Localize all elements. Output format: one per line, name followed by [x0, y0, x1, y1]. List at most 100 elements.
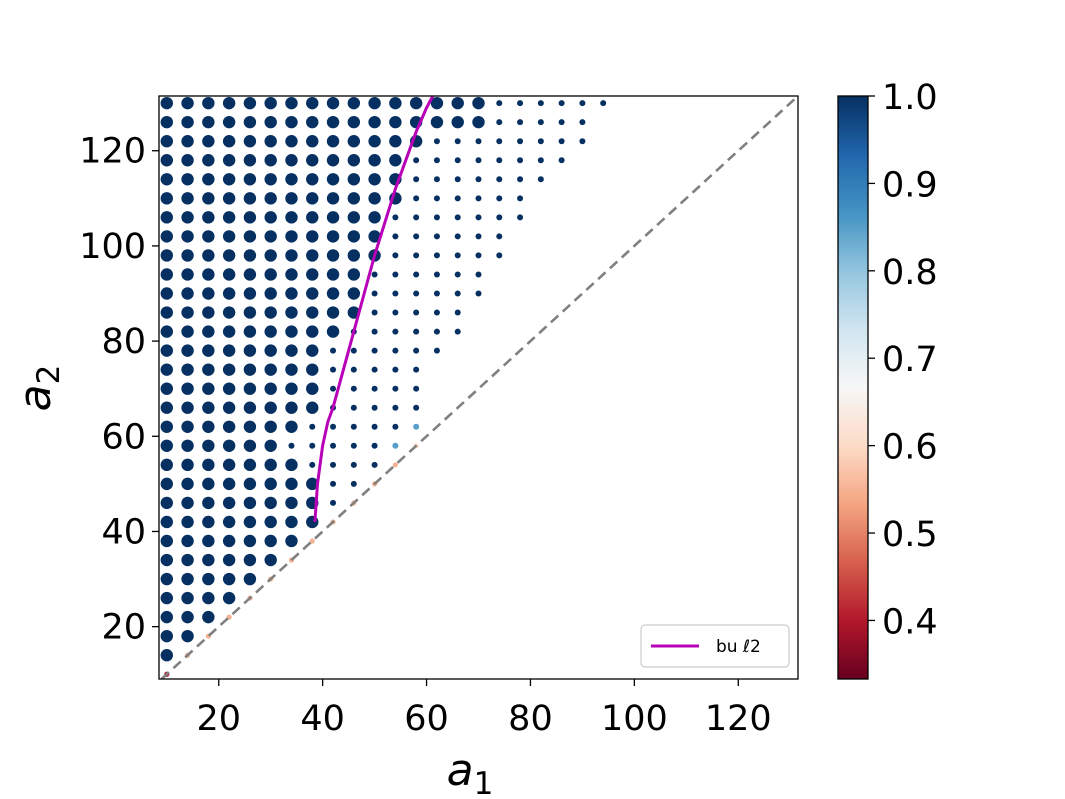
large-dot — [243, 268, 257, 281]
small-mark — [413, 290, 420, 297]
colorbar-tick-label: 0.6 — [882, 428, 938, 468]
large-dot — [202, 439, 215, 452]
small-mark — [517, 138, 524, 145]
large-dot — [285, 458, 298, 472]
y-axis: 20 40 60 80 100 120 — [79, 132, 159, 648]
large-dot — [264, 135, 277, 148]
large-dot — [243, 154, 257, 167]
small-mark — [496, 195, 503, 202]
small-mark — [475, 252, 482, 259]
large-dot — [285, 287, 298, 300]
large-dot — [389, 115, 402, 129]
small-mark — [496, 138, 503, 145]
large-dot — [181, 154, 194, 167]
large-dot — [243, 211, 257, 224]
large-dot — [202, 382, 215, 395]
large-dot — [389, 96, 402, 110]
large-dot — [243, 553, 257, 567]
small-mark — [433, 214, 440, 221]
large-dot — [326, 96, 340, 110]
large-dot — [347, 115, 361, 129]
large-dot — [306, 363, 319, 376]
small-mark — [433, 233, 440, 240]
large-dot — [326, 173, 340, 186]
large-dot — [202, 135, 215, 148]
large-dot — [181, 230, 194, 243]
small-mark — [579, 119, 586, 126]
large-dot — [285, 401, 298, 414]
large-dot — [264, 192, 277, 205]
large-dot — [243, 534, 257, 548]
large-dot — [181, 306, 194, 319]
large-dot — [243, 458, 257, 472]
large-dot — [306, 173, 319, 186]
small-mark — [433, 195, 440, 202]
small-mark — [558, 119, 565, 126]
large-dot — [306, 477, 319, 491]
large-dot — [264, 230, 277, 243]
small-mark — [537, 100, 544, 107]
small-mark — [558, 157, 565, 164]
large-dot — [264, 496, 277, 510]
large-dot — [181, 439, 194, 452]
small-mark — [309, 442, 316, 449]
large-dot — [202, 496, 215, 510]
small-mark — [392, 366, 399, 373]
large-dot — [160, 591, 173, 605]
small-mark — [496, 233, 503, 240]
large-dot — [222, 249, 236, 262]
large-dot — [243, 382, 257, 395]
large-dot — [181, 211, 194, 224]
large-dot — [243, 420, 257, 433]
small-mark — [413, 214, 420, 221]
small-mark — [579, 138, 586, 145]
small-mark — [496, 119, 503, 126]
large-dot — [243, 115, 257, 129]
large-dot — [326, 115, 340, 129]
large-dot — [368, 96, 381, 110]
large-dot — [243, 363, 257, 376]
large-dot — [181, 115, 194, 129]
small-mark — [371, 290, 378, 297]
large-dot — [264, 287, 277, 300]
large-dot — [181, 420, 194, 433]
small-mark — [413, 271, 420, 278]
small-mark — [330, 385, 337, 392]
large-dot — [181, 458, 194, 472]
large-dot — [202, 173, 215, 186]
small-mark — [413, 176, 420, 183]
large-dot — [181, 496, 194, 510]
large-dot — [160, 382, 173, 395]
large-dot — [326, 287, 340, 300]
large-dot — [222, 268, 236, 281]
y-tick-label: 40 — [101, 512, 146, 552]
y-tick-label: 100 — [79, 227, 146, 267]
small-mark — [517, 195, 524, 202]
large-dot — [222, 230, 236, 243]
large-dot — [285, 192, 298, 205]
large-dot — [181, 629, 194, 643]
small-mark — [433, 309, 440, 316]
large-dot — [181, 344, 194, 357]
small-mark — [413, 233, 420, 240]
large-dot — [202, 477, 215, 491]
large-dot — [368, 211, 381, 224]
small-mark — [392, 214, 399, 221]
large-dot — [264, 96, 277, 110]
large-dot — [202, 154, 215, 167]
large-dot — [202, 325, 215, 338]
small-mark — [371, 404, 378, 411]
large-dot — [202, 572, 215, 586]
large-dot — [181, 572, 194, 586]
large-dot — [160, 649, 173, 662]
small-mark — [413, 309, 420, 316]
large-dot — [160, 173, 173, 186]
small-mark — [371, 461, 378, 468]
small-mark — [475, 195, 482, 202]
large-dot — [181, 192, 194, 205]
large-dot — [160, 135, 173, 148]
small-mark — [537, 119, 544, 126]
large-dot — [264, 306, 277, 319]
small-mark — [496, 157, 503, 164]
large-dot — [306, 268, 319, 281]
